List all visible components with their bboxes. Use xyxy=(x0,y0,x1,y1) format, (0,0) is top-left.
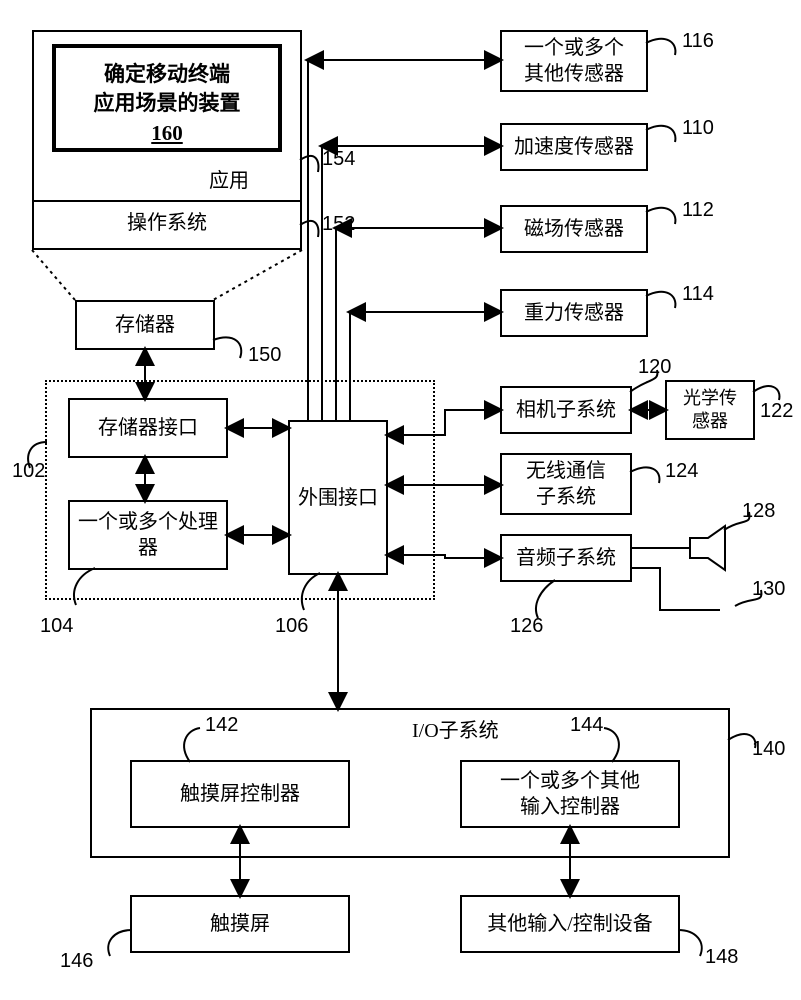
ref-148: 148 xyxy=(705,946,738,969)
ref-150: 150 xyxy=(248,344,281,367)
ref-124: 124 xyxy=(665,460,698,483)
diagram-canvas: 确定移动终端 应用场景的装置 160 应用 操作系统 存储器 存储器接口 一个或… xyxy=(0,0,801,1000)
ref-112: 112 xyxy=(682,199,714,222)
ref-144: 144 xyxy=(570,714,603,737)
ref-142: 142 xyxy=(205,714,238,737)
ref-122: 122 xyxy=(760,400,793,423)
ref-114: 114 xyxy=(682,283,714,306)
ref-154: 154 xyxy=(322,148,355,171)
ref-128: 128 xyxy=(742,500,775,523)
ref-152: 152 xyxy=(322,213,355,236)
ref-116: 116 xyxy=(682,30,714,53)
ref-140: 140 xyxy=(752,738,785,761)
ref-104: 104 xyxy=(40,615,73,638)
ref-120: 120 xyxy=(638,356,671,379)
ref-130: 130 xyxy=(752,578,785,601)
connectors xyxy=(0,0,801,1000)
ref-146: 146 xyxy=(60,950,93,973)
ref-106: 106 xyxy=(275,615,308,638)
ref-126: 126 xyxy=(510,615,543,638)
ref-102: 102 xyxy=(12,460,45,483)
ref-110: 110 xyxy=(682,117,714,140)
